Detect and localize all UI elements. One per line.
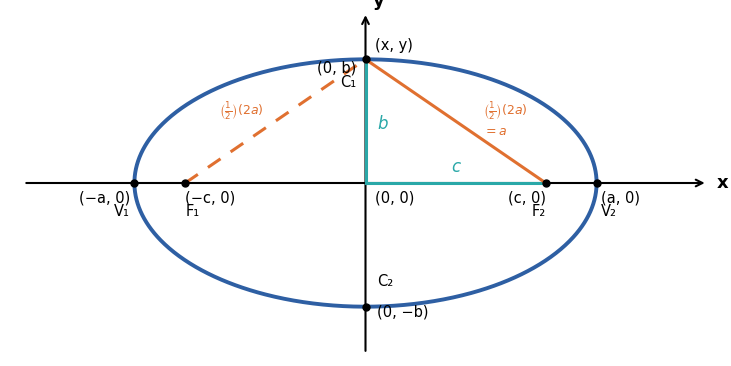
Text: (a, 0): (a, 0) [601, 190, 640, 205]
Text: C₁: C₁ [340, 75, 356, 90]
Text: V₁: V₁ [114, 204, 130, 219]
Text: x: x [717, 174, 728, 192]
Text: (0, 0): (0, 0) [375, 190, 414, 205]
Text: $\left(\frac{1}{2}\right)(2a)$: $\left(\frac{1}{2}\right)(2a)$ [219, 100, 264, 122]
Text: C₂: C₂ [377, 274, 393, 290]
Text: (0, −b): (0, −b) [377, 304, 428, 319]
Text: F₁: F₁ [185, 204, 200, 219]
Text: (x, y): (x, y) [375, 38, 412, 53]
Text: (−c, 0): (−c, 0) [185, 190, 235, 205]
Text: (0, b): (0, b) [317, 60, 356, 75]
Text: c: c [451, 158, 461, 176]
Text: b: b [377, 115, 387, 132]
Text: V₂: V₂ [601, 204, 617, 219]
Text: $\left(\frac{1}{2}\right)(2a)$
$= a$: $\left(\frac{1}{2}\right)(2a)$ $= a$ [483, 100, 528, 138]
Text: F₂: F₂ [531, 204, 546, 219]
Text: (c, 0): (c, 0) [508, 190, 546, 205]
Text: y: y [372, 0, 385, 10]
Text: (−a, 0): (−a, 0) [78, 190, 130, 205]
